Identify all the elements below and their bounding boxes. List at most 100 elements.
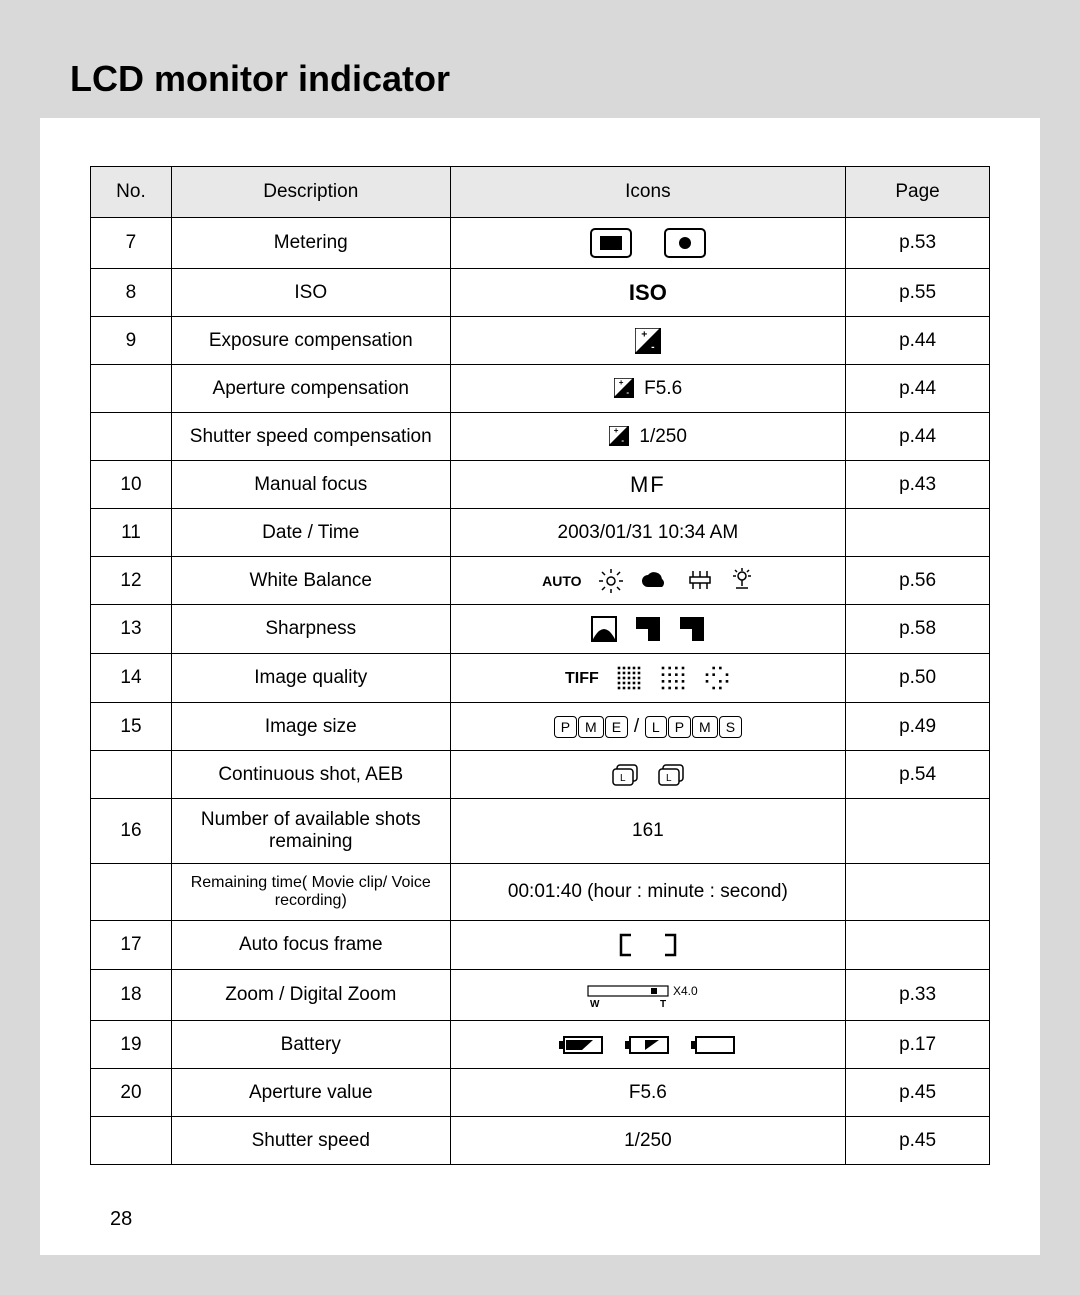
table-row: 18Zoom / Digital Zoom X4.0 W Tp.33	[91, 970, 990, 1021]
svg-text:+: +	[641, 329, 647, 340]
cell-icons: 1/250	[450, 1117, 846, 1165]
cell-desc: Remaining time( Movie clip/ Voice record…	[171, 864, 450, 921]
cell-no: 15	[91, 703, 172, 751]
cell-no: 7	[91, 218, 172, 269]
cell-icons: X4.0 W T	[450, 970, 846, 1021]
indicator-table: No. Description Icons Page 7Metering p.5…	[90, 166, 990, 1165]
cell-icons: 00:01:40 (hour : minute : second)	[450, 864, 846, 921]
cell-no: 18	[91, 970, 172, 1021]
table-row: 7Metering p.53	[91, 218, 990, 269]
cell-icons: LL	[450, 751, 846, 799]
cell-page	[846, 921, 990, 970]
table-row: 11Date / Time2003/01/31 10:34 AM	[91, 509, 990, 557]
col-desc: Description	[171, 167, 450, 218]
cell-page: p.58	[846, 605, 990, 654]
cell-no	[91, 864, 172, 921]
table-row: 16Number of available shots remaining161	[91, 799, 990, 864]
cell-icons: +- F5.6	[450, 365, 846, 413]
cell-page: p.56	[846, 557, 990, 605]
col-page: Page	[846, 167, 990, 218]
svg-text:-: -	[621, 436, 624, 445]
cell-desc: Aperture compensation	[171, 365, 450, 413]
cell-desc: Exposure compensation	[171, 317, 450, 365]
page-title: LCD monitor indicator	[70, 58, 1010, 100]
cell-page	[846, 864, 990, 921]
cell-icons: +-	[450, 317, 846, 365]
table-row: Aperture compensation+- F5.6p.44	[91, 365, 990, 413]
cell-desc: Auto focus frame	[171, 921, 450, 970]
col-no: No.	[91, 167, 172, 218]
cell-desc: Date / Time	[171, 509, 450, 557]
table-row: Shutter speed1/250p.45	[91, 1117, 990, 1165]
cell-no: 20	[91, 1069, 172, 1117]
cell-no	[91, 413, 172, 461]
cell-desc: Image size	[171, 703, 450, 751]
cell-no: 11	[91, 509, 172, 557]
svg-text:W: W	[590, 999, 600, 1010]
cell-no: 10	[91, 461, 172, 509]
cell-icons: AUTO	[450, 557, 846, 605]
cell-no	[91, 1117, 172, 1165]
table-row: Shutter speed compensation+- 1/250p.44	[91, 413, 990, 461]
cell-desc: Manual focus	[171, 461, 450, 509]
svg-text:+: +	[614, 427, 619, 436]
cell-desc: Metering	[171, 218, 450, 269]
svg-text:+: +	[618, 379, 623, 388]
svg-text:L: L	[666, 773, 672, 784]
table-row: 13Sharpness p.58	[91, 605, 990, 654]
cell-page	[846, 509, 990, 557]
cell-no: 19	[91, 1021, 172, 1069]
page-number: 28	[110, 1208, 132, 1231]
cell-desc: Aperture value	[171, 1069, 450, 1117]
cell-page: p.44	[846, 413, 990, 461]
cell-no: 14	[91, 654, 172, 703]
cell-desc: Image quality	[171, 654, 450, 703]
cell-icons: +- 1/250	[450, 413, 846, 461]
cell-page: p.44	[846, 317, 990, 365]
cell-no: 8	[91, 269, 172, 317]
svg-text:T: T	[660, 999, 666, 1010]
cell-desc: White Balance	[171, 557, 450, 605]
cell-desc: Zoom / Digital Zoom	[171, 970, 450, 1021]
cell-no: 17	[91, 921, 172, 970]
cell-icons	[450, 921, 846, 970]
cell-page: p.17	[846, 1021, 990, 1069]
cell-page: p.45	[846, 1117, 990, 1165]
cell-page: p.54	[846, 751, 990, 799]
table-row: 17Auto focus frame	[91, 921, 990, 970]
cell-icons: 161	[450, 799, 846, 864]
cell-desc: ISO	[171, 269, 450, 317]
cell-page	[846, 799, 990, 864]
cell-icons: TIFF	[450, 654, 846, 703]
cell-no: 13	[91, 605, 172, 654]
table-row: 14Image qualityTIFFp.50	[91, 654, 990, 703]
cell-desc: Sharpness	[171, 605, 450, 654]
cell-desc: Continuous shot, AEB	[171, 751, 450, 799]
svg-text:-: -	[626, 388, 629, 397]
table-row: 19Battery p.17	[91, 1021, 990, 1069]
cell-page: p.33	[846, 970, 990, 1021]
cell-icons: PME / LPMS	[450, 703, 846, 751]
svg-text:-: -	[651, 341, 655, 352]
col-icons: Icons	[450, 167, 846, 218]
cell-page: p.53	[846, 218, 990, 269]
table-row: 20Aperture valueF5.6p.45	[91, 1069, 990, 1117]
cell-icons: MF	[450, 461, 846, 509]
cell-desc: Number of available shots remaining	[171, 799, 450, 864]
cell-no: 9	[91, 317, 172, 365]
cell-icons: F5.6	[450, 1069, 846, 1117]
cell-desc: Shutter speed compensation	[171, 413, 450, 461]
cell-icons	[450, 218, 846, 269]
svg-text:X4.0: X4.0	[673, 984, 698, 998]
table-row: 9Exposure compensation+-p.44	[91, 317, 990, 365]
table-row: 12White BalanceAUTOp.56	[91, 557, 990, 605]
cell-page: p.49	[846, 703, 990, 751]
cell-icons: 2003/01/31 10:34 AM	[450, 509, 846, 557]
cell-no	[91, 365, 172, 413]
cell-page: p.44	[846, 365, 990, 413]
table-row: 15Image sizePME / LPMSp.49	[91, 703, 990, 751]
table-row: 8ISOISOp.55	[91, 269, 990, 317]
cell-desc: Battery	[171, 1021, 450, 1069]
cell-no	[91, 751, 172, 799]
table-row: Remaining time( Movie clip/ Voice record…	[91, 864, 990, 921]
